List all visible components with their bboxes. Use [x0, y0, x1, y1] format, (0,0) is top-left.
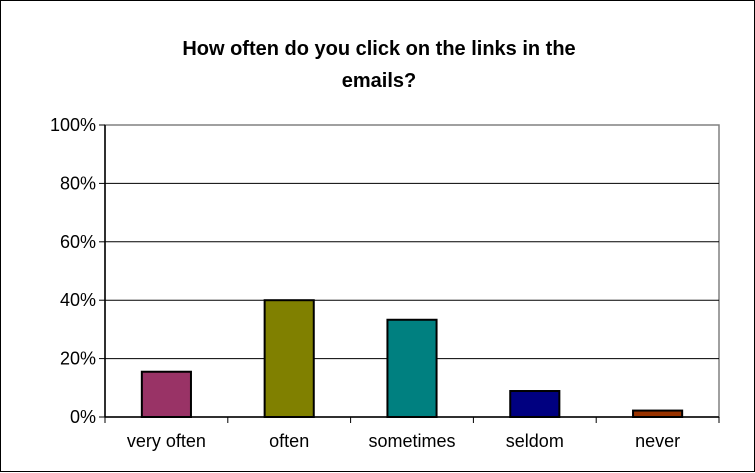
bar-seldom: [509, 390, 561, 418]
x-tick-label: seldom: [506, 431, 564, 451]
bar-often: [263, 299, 315, 419]
y-tick-label: 40%: [60, 290, 96, 310]
x-tick-label: often: [269, 431, 309, 451]
y-tick-label: 0%: [70, 407, 96, 427]
x-tick-label: sometimes: [368, 431, 455, 451]
x-axis-tick-labels: very often often sometimes seldom never: [127, 431, 680, 451]
bar-sometimes: [386, 318, 438, 419]
y-tick-label: 20%: [60, 349, 96, 369]
bar-very-often: [140, 370, 192, 418]
x-tick-label: never: [635, 431, 680, 451]
y-axis-tick-labels: 0% 20% 40% 60% 80% 100%: [50, 115, 96, 427]
y-tick-label: 80%: [60, 173, 96, 193]
chart-title-line-2: emails?: [342, 70, 416, 92]
x-tick-label: very often: [127, 431, 206, 451]
axes: [99, 124, 720, 423]
y-tick-label: 60%: [60, 232, 96, 252]
y-tick-label: 100%: [50, 115, 96, 135]
bar-never: [632, 409, 684, 418]
chart-title-line-1: How often do you click on the links in t…: [182, 38, 575, 60]
